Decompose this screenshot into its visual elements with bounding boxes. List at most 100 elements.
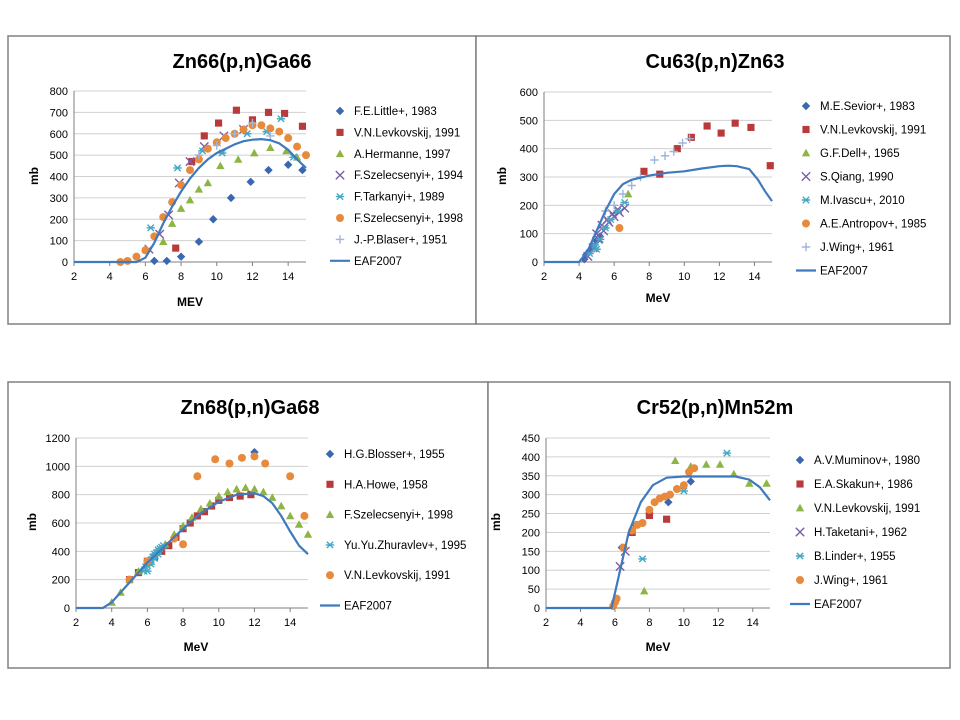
- legend-entry: M.E.Sevior+, 1983: [801, 101, 915, 113]
- data-point: [194, 155, 203, 164]
- data-point: [233, 155, 243, 163]
- x-tick-label: 2: [73, 617, 79, 629]
- data-point: [615, 224, 624, 232]
- legend-entry: F.Szelecsenyi+, 1998: [336, 213, 463, 225]
- data-point: [172, 244, 180, 252]
- chart-title: Cr52(p,n)Mn52m: [637, 397, 794, 419]
- data-point: [690, 464, 699, 473]
- chart-frame: [7, 35, 477, 325]
- data-point: [196, 504, 206, 513]
- legend-label: M.E.Sevior+, 1983: [820, 101, 915, 113]
- data-point: [663, 515, 671, 523]
- y-tick-label: 100: [520, 229, 538, 241]
- legend-marker: [801, 196, 811, 204]
- data-point: [592, 245, 601, 253]
- x-tick-label: 6: [142, 271, 148, 283]
- y-tick-label: 600: [520, 87, 538, 99]
- legend-entry: EAF2007: [790, 599, 862, 611]
- legend-entry: H.Taketani+, 1962: [795, 527, 907, 539]
- data-point: [259, 487, 268, 496]
- data-point: [283, 160, 293, 169]
- y-tick-label: 300: [522, 490, 540, 502]
- data-point: [618, 189, 628, 199]
- y-tick-label: 200: [50, 214, 68, 226]
- data-point: [282, 146, 291, 155]
- chart-panel-zn68: Zn68(p,n)Ga68 MeV mb 0 200 400 600 800 1000 12…: [7, 381, 489, 669]
- data-point: [230, 129, 239, 138]
- legend-marker: [326, 571, 334, 580]
- data-point: [671, 456, 680, 465]
- series-j-wing-1961: [609, 464, 699, 611]
- legend-label: G.F.Dell+, 1965: [820, 148, 900, 160]
- legend-label: A.Hermanne, 1997: [354, 149, 451, 161]
- legend-marker: [335, 192, 345, 201]
- data-point: [672, 485, 681, 493]
- data-point: [268, 493, 277, 501]
- legend-label: F.Szelecsenyi+, 1998: [354, 213, 463, 225]
- data-point: [194, 150, 204, 160]
- data-point: [722, 449, 732, 457]
- data-point: [679, 481, 688, 490]
- legend-marker: [335, 170, 345, 180]
- legend-label: V.N.Levkovskij, 1991: [354, 127, 460, 139]
- data-point: [729, 469, 739, 478]
- eaf2007-curve: [74, 137, 307, 264]
- legend-marker: [801, 148, 811, 157]
- legend-marker: [801, 101, 811, 111]
- data-point: [215, 496, 223, 504]
- data-point: [678, 138, 687, 148]
- data-point: [766, 162, 774, 170]
- data-point: [223, 487, 232, 496]
- data-point: [685, 134, 694, 143]
- data-point: [627, 181, 636, 190]
- data-point: [298, 122, 307, 130]
- legend-label: EAF2007: [820, 266, 868, 278]
- y-tick-label: 1000: [46, 461, 70, 473]
- chart-panel-zn66: Zn66(p,n)Ga66 MEV mb 0 100 200 300 400 500 600…: [7, 35, 477, 325]
- series-j-p-blaser-1951: [194, 118, 275, 160]
- data-point: [134, 566, 143, 575]
- data-point: [609, 201, 619, 210]
- data-point: [239, 125, 248, 134]
- legend-entry: J.Wing+, 1961: [801, 242, 894, 254]
- data-point: [150, 256, 159, 266]
- data-point: [286, 472, 295, 481]
- data-point: [623, 189, 633, 198]
- eaf2007-curve: [76, 492, 309, 610]
- y-tick-label: 600: [50, 129, 68, 141]
- chart-panel-cu63: Cu63(p,n)Zn63 MeV mb 0 100 200 300 400 500 600…: [475, 35, 951, 325]
- legend-marker: [801, 242, 811, 252]
- data-point: [702, 460, 711, 468]
- legend-entry: E.A.Skakun+, 1986: [796, 479, 913, 491]
- data-point: [284, 134, 293, 143]
- series-b-linder-1955: [638, 449, 732, 563]
- data-point: [162, 256, 171, 266]
- y-tick-label: 100: [522, 565, 540, 577]
- legend-entry: EAF2007: [796, 266, 868, 278]
- chart-title: Cu63(p,n)Zn63: [646, 51, 785, 73]
- series-a-e-antropov-1985: [615, 224, 624, 232]
- legend-label: V.N.Levkovskij, 1991: [820, 125, 926, 137]
- x-tick-label: 2: [71, 271, 77, 283]
- data-point: [232, 484, 241, 493]
- data-point: [747, 123, 755, 131]
- series-g-f-dell-1965: [623, 189, 633, 198]
- data-point: [717, 129, 725, 137]
- legend-marker: [335, 149, 345, 158]
- legend-entry: F.E.Little+, 1983: [335, 106, 437, 118]
- data-point: [221, 134, 230, 143]
- data-point: [248, 118, 257, 128]
- y-axis-label: mb: [495, 167, 509, 185]
- chart-frame: [487, 381, 951, 669]
- data-point: [193, 472, 202, 481]
- x-tick-label: 8: [646, 617, 652, 629]
- data-point: [266, 131, 275, 141]
- x-tick-label: 10: [678, 271, 690, 283]
- legend-entry: G.F.Dell+, 1965: [801, 148, 900, 160]
- legend-entry: EAF2007: [320, 601, 392, 613]
- data-point: [666, 490, 675, 499]
- legend-entry: EAF2007: [330, 256, 402, 268]
- y-tick-label: 1200: [46, 433, 70, 445]
- legend-label: J.Wing+, 1961: [820, 242, 894, 254]
